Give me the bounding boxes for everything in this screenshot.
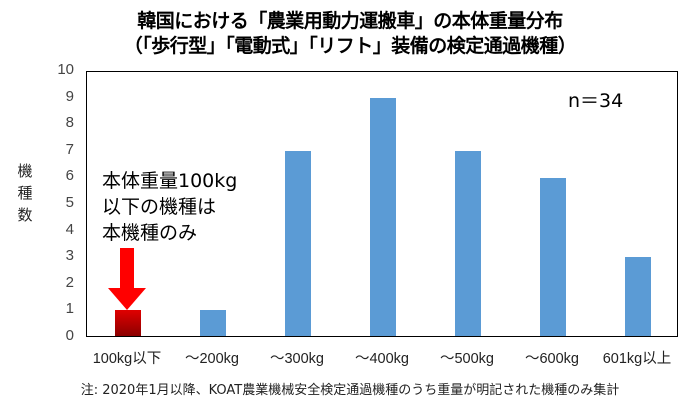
plot-area [86, 71, 678, 337]
x-tick-label: 100kg以下 [92, 351, 162, 367]
chart-title-line1: 韓国における「農業用動力運搬車」の本体重量分布 [137, 10, 563, 32]
sample-size-label: n＝34 [568, 90, 624, 112]
footnote: 注: 2020年1月以降、KOAT農業機械安全検定通過機種のうち重量が明記された… [80, 383, 620, 398]
x-tick-label: ～600kg [524, 351, 579, 367]
annotation-line: 以下の機種は [102, 196, 217, 218]
y-tick-label: 2 [65, 273, 74, 291]
bar [370, 98, 396, 336]
y-tick-label: 1 [65, 300, 74, 318]
x-tick-label: ～300kg [269, 351, 324, 367]
y-axis-label-char: 種 [17, 184, 33, 202]
annotation-text: 本体重量100kg 以下の機種は 本機種のみ [102, 168, 237, 246]
chart-title-line2: （「歩行型」「電動式」「リフト」装備の検定通過機種） [123, 35, 577, 57]
y-tick-label: 5 [65, 194, 74, 211]
x-tick-label: ～400kg [354, 351, 409, 367]
y-tick-label: 7 [65, 140, 74, 158]
y-tick-label: 3 [65, 247, 74, 265]
y-axis-label: 機 種 数 [15, 160, 35, 226]
y-tick-label: 0 [65, 327, 74, 344]
bar [540, 177, 566, 336]
y-tick-label: 8 [65, 114, 74, 132]
annotation-line: 本体重量100kg [102, 170, 238, 192]
bar [625, 256, 651, 336]
x-tick-label: ～200kg [184, 351, 239, 367]
y-tick-label: 6 [65, 167, 74, 185]
annotation-line: 本機種のみ [102, 222, 198, 244]
y-tick-label: 9 [65, 87, 74, 105]
y-axis-label-char: 数 [17, 206, 33, 224]
bar [115, 309, 141, 336]
x-tick-label: ～500kg [439, 351, 494, 367]
y-axis-label-char: 機 [17, 162, 33, 180]
bar [285, 151, 311, 336]
bar [455, 151, 481, 336]
y-tick-label: 10 [57, 61, 74, 78]
x-tick-label: 601kg以上 [602, 351, 672, 367]
bar [200, 309, 226, 336]
down-arrow-icon [108, 248, 146, 310]
y-tick-label: 4 [65, 220, 74, 238]
